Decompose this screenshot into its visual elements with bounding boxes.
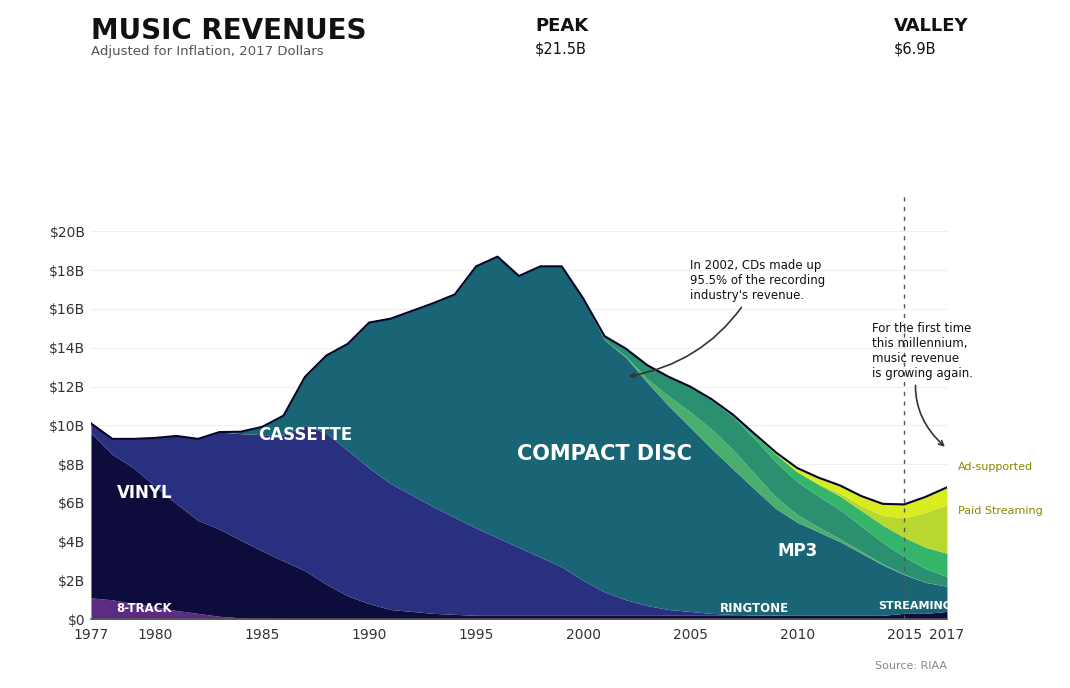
Text: VINYL: VINYL — [117, 484, 172, 502]
Text: For the first time
this millennium,
music revenue
is growing again.: For the first time this millennium, musi… — [872, 322, 973, 446]
Text: $21.5B: $21.5B — [535, 41, 586, 56]
Text: $6.9B: $6.9B — [893, 41, 936, 56]
Text: STREAMING: STREAMING — [877, 601, 952, 611]
Text: Adjusted for Inflation, 2017 Dollars: Adjusted for Inflation, 2017 Dollars — [91, 45, 323, 58]
Text: CASSETTE: CASSETTE — [258, 426, 352, 444]
Text: In 2002, CDs made up
95.5% of the recording
industry's revenue.: In 2002, CDs made up 95.5% of the record… — [630, 259, 825, 378]
Text: MP3: MP3 — [777, 542, 817, 560]
Text: VALLEY: VALLEY — [893, 17, 968, 35]
Text: Source: RIAA: Source: RIAA — [875, 660, 947, 671]
Text: RINGTONE: RINGTONE — [720, 602, 789, 615]
Text: Paid Streaming: Paid Streaming — [958, 506, 1042, 515]
Text: COMPACT DISC: COMPACT DISC — [517, 444, 692, 464]
Text: PEAK: PEAK — [535, 17, 588, 35]
Text: MUSIC REVENUES: MUSIC REVENUES — [91, 17, 366, 45]
Text: Ad-supported: Ad-supported — [958, 462, 1033, 472]
Text: 8-TRACK: 8-TRACK — [117, 602, 172, 615]
